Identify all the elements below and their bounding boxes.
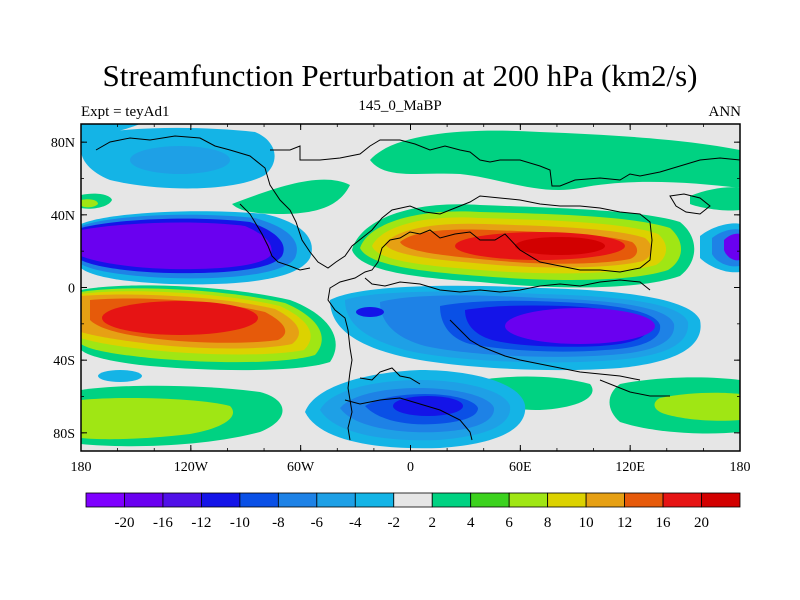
colorbar-label: -10	[230, 515, 250, 531]
y-tick-label: 80N	[51, 136, 75, 151]
colorbar-box	[354, 492, 395, 508]
colorbar-label: 8	[544, 515, 552, 531]
colorbar-label: 16	[656, 515, 672, 531]
season-label: ANN	[708, 104, 742, 120]
colorbar-box	[547, 492, 587, 508]
contour-east-pacific-trough-2	[724, 233, 740, 261]
colorbar-box	[701, 492, 741, 508]
colorbar-box	[316, 492, 356, 508]
x-axis: 180 120W 60W 0 60E 120E 180	[71, 124, 751, 475]
x-tick-label: 60W	[287, 460, 315, 475]
colorbar-label: 20	[694, 515, 709, 531]
colorbar-label: 4	[467, 515, 475, 531]
x-tick-label: 180	[71, 460, 92, 475]
experiment-label: Expt = teyAd1	[81, 104, 170, 120]
coastlines	[95, 135, 740, 441]
colorbar-box	[124, 492, 164, 508]
colorbar-label: -2	[388, 515, 401, 531]
colorbar-box	[508, 492, 549, 508]
contour-north-pacific-trough-3	[81, 222, 272, 270]
period-label: 145_0_MaBP	[358, 98, 442, 114]
x-tick-label: 60E	[509, 460, 532, 475]
y-tick-label: 40N	[51, 209, 75, 224]
y-axis: 80N 40N 0 40S 80S	[51, 136, 740, 442]
x-tick-label: 0	[407, 460, 414, 475]
colorbar-box	[277, 492, 318, 508]
contour-arctic-green	[370, 130, 740, 191]
colorbar-label: 6	[505, 515, 513, 531]
colorbar-box	[162, 492, 202, 508]
colorbar-box	[624, 492, 664, 508]
colorbar-label: -6	[311, 515, 324, 531]
y-tick-label: 40S	[53, 354, 75, 369]
y-tick-label: 80S	[53, 427, 75, 442]
colorbar: -20 -16 -12 -10 -8 -6 -4 -2 2 4 6 8 10 12 16 20	[85, 492, 741, 531]
colorbar-label: -12	[191, 515, 211, 531]
contour-south-pacific-ridge-core	[102, 301, 258, 335]
y-tick-label: 0	[68, 282, 75, 297]
colorbar-box	[393, 492, 433, 508]
x-tick-label: 180	[730, 460, 751, 475]
colorbar-box	[431, 492, 472, 508]
contour-asia-ridge-peak	[515, 237, 605, 255]
chart-title: Streamfunction Perturbation at 200 hPa (…	[102, 58, 698, 93]
colorbar-box	[585, 492, 625, 508]
contour-field	[81, 124, 740, 451]
colorbar-box	[201, 492, 241, 508]
colorbar-label: -8	[272, 515, 285, 531]
contour-right-green	[690, 187, 740, 211]
colorbar-box	[470, 492, 510, 508]
colorbar-label: -4	[349, 515, 362, 531]
contour-green-atlantic-top	[232, 179, 350, 214]
x-tick-label: 120E	[615, 460, 645, 475]
colorbar-label: 12	[617, 515, 632, 531]
colorbar-label: 10	[579, 515, 594, 531]
contour-indian-trough-core	[505, 308, 655, 344]
contour-indian-small-low	[356, 307, 384, 317]
contour-southeast-yellow	[654, 392, 740, 421]
contour-arctic-blue-left	[81, 124, 140, 138]
colorbar-box	[662, 492, 702, 508]
x-tick-label: 120W	[174, 460, 209, 475]
colorbar-box	[239, 492, 279, 508]
contour-left-yellow	[81, 199, 98, 208]
contour-south-left-yellow	[81, 398, 234, 440]
colorbar-label: -20	[114, 515, 134, 531]
contour-north-atlantic-low-inner	[130, 146, 230, 174]
colorbar-label: 2	[428, 515, 436, 531]
colorbar-box	[85, 492, 125, 508]
contour-small-low-sw	[98, 370, 142, 382]
colorbar-label: -16	[153, 515, 173, 531]
